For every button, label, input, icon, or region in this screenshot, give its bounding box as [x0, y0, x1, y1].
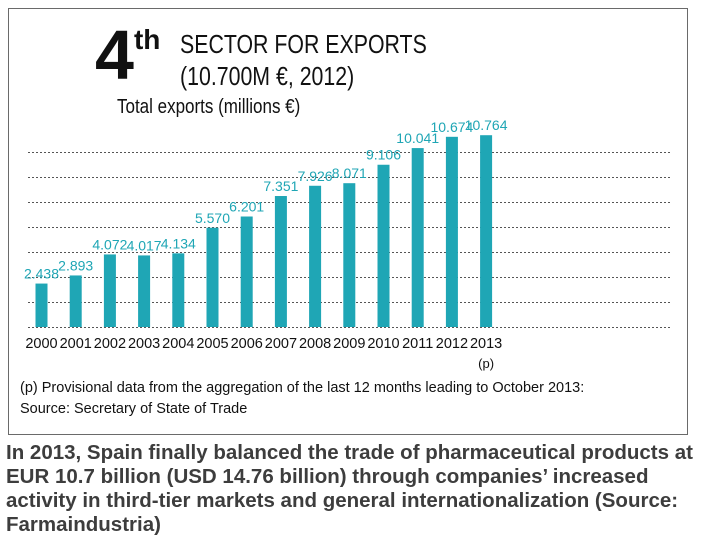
bar-2011	[411, 148, 424, 327]
value-label-2013: 10.764	[465, 117, 508, 133]
bar-2008	[309, 185, 322, 327]
rank-number: 4	[95, 16, 134, 94]
bar-chart: 2.438 2000 2.893 2001 4.072 2002 4.017 2003 4.13…	[24, 117, 672, 371]
headline-line-1: SECTOR FOR EXPORTS	[180, 29, 427, 59]
x-tick-label: 2002	[94, 336, 126, 352]
figure-caption: In 2013, Spain finally balanced the trad…	[6, 441, 693, 536]
x-tick-label: 2003	[128, 336, 160, 352]
value-label-2012: 10.674	[430, 119, 473, 135]
value-label-2002: 4.072	[92, 236, 127, 252]
value-label-2009: 8.071	[332, 165, 367, 181]
x-tick-label: 2004	[162, 336, 194, 352]
bar-2010	[377, 164, 390, 327]
x-tick-label: 2006	[231, 336, 263, 352]
value-label-2000: 2.438	[24, 266, 59, 282]
bar-2003	[138, 255, 151, 327]
bar-2013	[480, 135, 493, 327]
footnote-line-1: (p) Provisional data from the aggregatio…	[20, 380, 585, 396]
x-tick-label: 2009	[333, 336, 365, 352]
x-tick-label: 2005	[196, 336, 228, 352]
footnote-source: Source: Secretary of State of Trade	[20, 401, 248, 417]
bar-2002	[103, 254, 116, 327]
bar-2012	[445, 136, 458, 327]
value-label-2007: 7.351	[263, 178, 298, 194]
chart-subtitle: Total exports (millions €)	[117, 96, 301, 118]
bar-2001	[69, 275, 82, 327]
value-label-2006: 6.201	[229, 199, 264, 215]
value-label-2005: 5.570	[195, 210, 230, 226]
value-label-2008: 7.926	[298, 168, 333, 184]
value-label-2003: 4.017	[127, 237, 162, 253]
x-tick-label: 2000	[25, 336, 57, 352]
value-label-2004: 4.134	[161, 235, 196, 251]
headline-line-2: (10.700M €, 2012)	[180, 61, 355, 91]
x-tick-label: 2007	[265, 336, 297, 352]
bar-2004	[172, 253, 185, 327]
value-label-2011: 10.041	[396, 130, 439, 146]
rank-suffix: th	[133, 24, 161, 55]
bar-2006	[240, 216, 253, 327]
chart-headline: SECTOR FOR EXPORTS (10.700M €, 2012)	[180, 28, 427, 92]
x-tick-label: 2011	[402, 336, 433, 352]
x-tick-note: (p)	[478, 356, 494, 371]
chart-footnote: (p) Provisional data from the aggregatio…	[20, 378, 584, 420]
bar-2007	[274, 196, 287, 327]
x-tick-label: 2010	[367, 336, 399, 352]
x-tick-label: 2012	[436, 336, 468, 352]
x-tick-label: 2013	[470, 336, 502, 352]
x-tick-label: 2008	[299, 336, 331, 352]
rank-badge: 4 th	[95, 20, 160, 90]
value-label-2001: 2.893	[58, 257, 93, 273]
value-label-2010: 9.106	[366, 147, 401, 163]
bar-2000	[35, 283, 48, 327]
x-tick-label: 2001	[60, 336, 92, 352]
bar-2009	[343, 183, 356, 327]
bar-2005	[206, 227, 219, 327]
